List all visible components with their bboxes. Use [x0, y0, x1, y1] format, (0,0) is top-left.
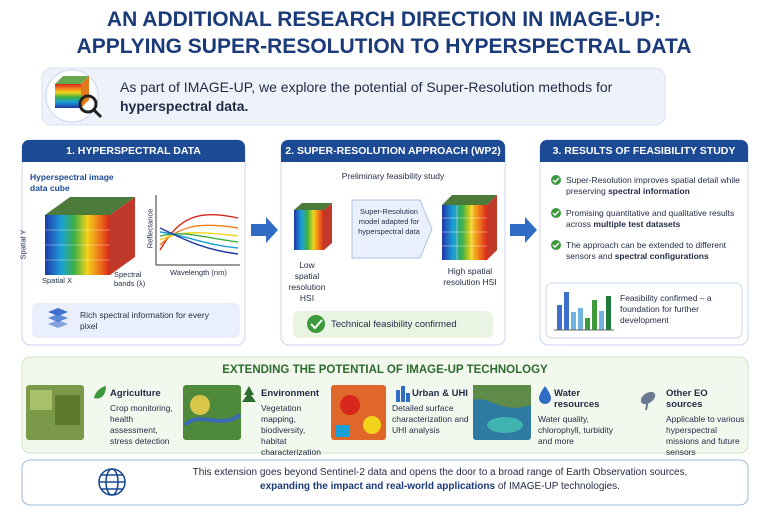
application: Agriculture Crop monitoring, health asses…	[110, 388, 182, 447]
axis-label: Spatial Y	[18, 229, 28, 260]
panel: 2. SUPER-RESOLUTION APPROACH (WP2) Preli…	[281, 140, 505, 345]
application-text: Crop monitoring, health assessment, stre…	[110, 403, 173, 446]
title: AN ADDITIONAL RESEARCH DIRECTION IN IMAG…	[0, 6, 768, 60]
panel-title: 3. RESULTS OF FEASIBILITY STUDY	[540, 140, 748, 162]
low-res-label: Low spatial resolution HSI	[288, 260, 326, 303]
result-item: Super-Resolution improves spatial detail…	[566, 175, 741, 197]
application-title: Agriculture	[110, 388, 161, 399]
footer-bold: expanding the impact and real-world appl…	[260, 481, 496, 492]
application: Urban & UHI Detailed surface characteriza…	[392, 388, 470, 436]
application-title: Water resources	[554, 388, 600, 410]
panel-title: 1. HYPERSPECTRAL DATA	[22, 140, 245, 162]
intro-text: As part of IMAGE-UP, we explore the pote…	[120, 79, 613, 95]
axis-label: Spectral bands (λ)	[114, 270, 146, 288]
title-line: APPLYING SUPER-RESOLUTION TO HYPERSPECTR…	[76, 35, 692, 58]
result-bold: spectral information	[608, 186, 690, 196]
panel-title: 2. SUPER-RESOLUTION APPROACH (WP2)	[281, 140, 505, 162]
cube-label: Hyperspectral image data cube	[30, 172, 114, 193]
result-item: The approach can be extended to differen…	[566, 240, 741, 262]
axis-label: Reflectance	[145, 208, 155, 249]
result-item: Promising quantitative and qualitative r…	[566, 208, 741, 230]
application-title: Urban & UHI	[412, 388, 468, 399]
intro-bold: hyperspectral data.	[120, 98, 249, 114]
panel-footer: Feasibility confirmed – a foundation for…	[620, 293, 712, 325]
application-text: Applicable to various hyperspectral miss…	[666, 414, 745, 457]
application: Other EO sources Applicable to various hy…	[666, 388, 746, 458]
application-text: Water quality, chlorophyll, turbidity an…	[538, 414, 614, 446]
application-text: Detailed surface characterization and UH…	[392, 403, 469, 435]
result-text: The approach can be extended to differen…	[566, 240, 727, 261]
high-res-label: High spatial resolution HSI	[443, 266, 497, 287]
extending-title: EXTENDING THE POTENTIAL OF IMAGE-UP TECH…	[222, 364, 548, 376]
result-text: Promising quantitative and qualitative r…	[566, 208, 735, 229]
result-text: Super-Resolution improves spatial detail…	[566, 175, 740, 196]
axis-label: Wavelength (nm)	[170, 268, 227, 277]
result-bold: spectral configurations	[614, 251, 709, 261]
panel-footer: Rich spectral information for every pixe…	[80, 310, 209, 331]
panel: 1. HYPERSPECTRAL DATA Hyperspectral imag…	[18, 140, 245, 345]
application: Water resources Water quality, chlorophyl…	[538, 388, 628, 447]
intro: As part of IMAGE-UP, we explore the pote…	[120, 78, 640, 116]
application-title: Other EO sources	[666, 388, 708, 410]
title-line: AN ADDITIONAL RESEARCH DIRECTION IN IMAG…	[106, 8, 662, 31]
panel: 3. RESULTS OF FEASIBILITY STUDY Super-Re…	[540, 140, 748, 345]
application-text: Vegetation mapping, biodiversity, habita…	[261, 403, 322, 457]
panel-footer: Technical feasibility confirmed	[331, 319, 457, 330]
application: Environment Vegetation mapping, biodivers…	[261, 388, 331, 458]
footer-text: This extension goes beyond Sentinel-2 da…	[192, 467, 688, 478]
axis-label: Spatial X	[42, 276, 73, 285]
application-title: Environment	[261, 388, 320, 399]
model-label: Super-Resolution model adapted for hyper…	[358, 207, 420, 236]
footer: This extension goes beyond Sentinel-2 da…	[140, 466, 740, 494]
panel-subtitle: Preliminary feasibility study	[341, 171, 445, 181]
result-bold: multiple test datasets	[593, 219, 681, 229]
footer-end: of IMAGE-UP technologies.	[497, 481, 620, 492]
